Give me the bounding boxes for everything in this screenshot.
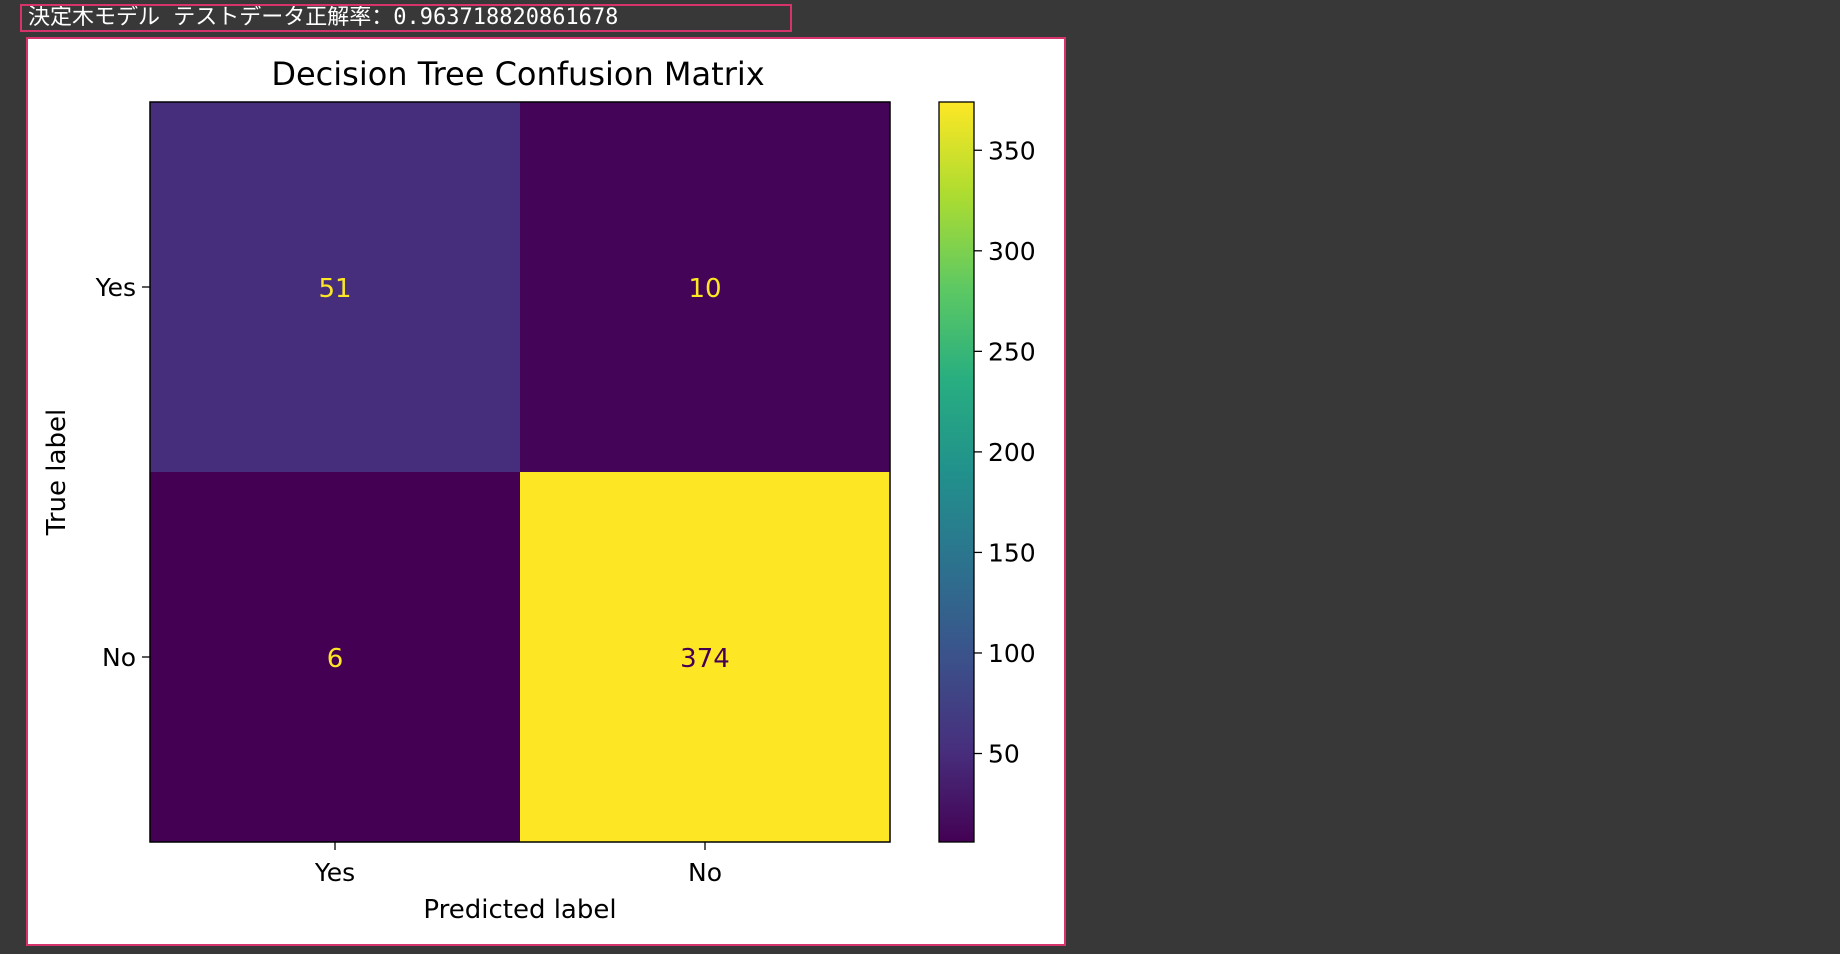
confusion-matrix-chart: Decision Tree Confusion Matrix 51 10 6 374 Y… [42,55,1036,925]
figure-frame: Decision Tree Confusion Matrix 51 10 6 374 Y… [26,37,1066,946]
colorbar-tick-label: 300 [988,237,1036,266]
x-tick-label: No [688,858,722,887]
matrix-cell [150,102,520,472]
x-tick-label: Yes [314,858,355,887]
colorbar-tick-label: 100 [988,639,1036,668]
y-tick-label: Yes [95,273,136,302]
matrix-frame [149,101,891,843]
y-axis-label: True label [42,409,72,536]
matrix-cell [520,102,890,472]
accuracy-value: 0.963718820861678 [393,5,619,30]
chart-title: Decision Tree Confusion Matrix [271,55,764,93]
accuracy-output: 決定木モデル テストデータ正解率：0.963718820861678 [20,4,792,32]
colorbar-tick-label: 200 [988,438,1036,467]
matrix-cell [150,472,520,842]
colorbar-tick-label: 50 [988,740,1020,769]
x-axis-label: Predicted label [423,895,616,925]
y-tick-label: No [102,643,136,672]
colorbar-tick-label: 350 [988,136,1036,165]
colorbar [939,102,974,842]
colorbar-tick-label: 250 [988,337,1036,366]
cell-value-label: 374 [680,644,730,674]
colorbar-tick-label: 150 [988,538,1036,567]
matrix-cell [520,472,890,842]
cell-value-label: 10 [688,274,721,304]
cell-value-label: 51 [318,274,351,304]
accuracy-label: 決定木モデル テストデータ正解率： [28,5,394,30]
cell-value-label: 6 [327,644,344,674]
colorbar-frame [938,101,975,843]
